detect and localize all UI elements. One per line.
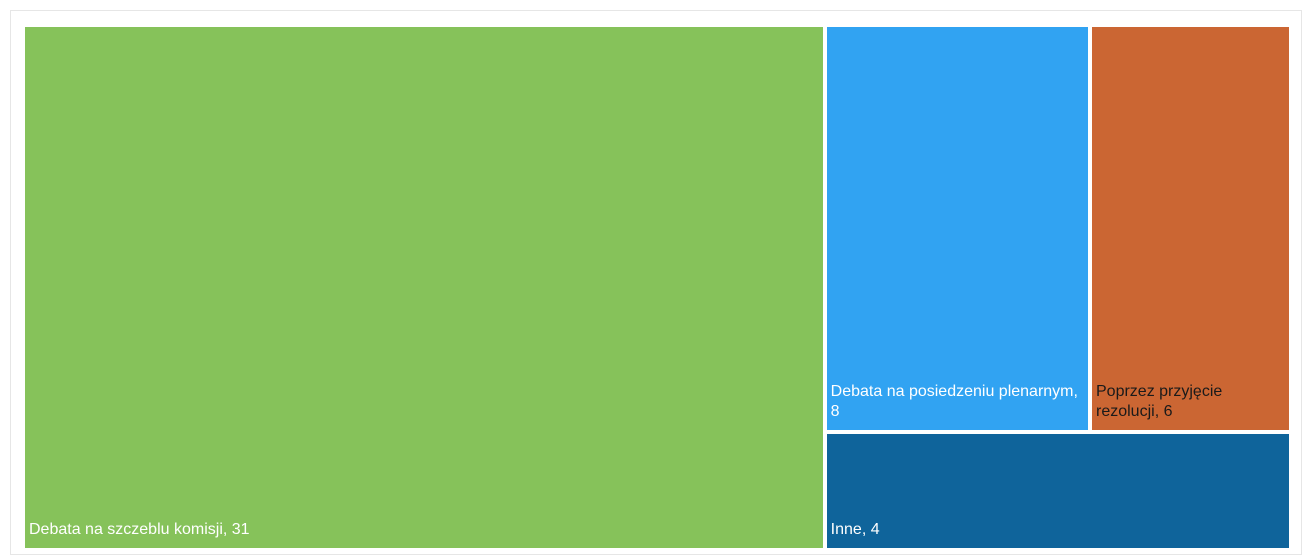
tile-label: Debata na posiedzeniu plenarnym, 8 xyxy=(830,383,1078,421)
chart-frame xyxy=(10,10,1302,555)
tile: Poprzez przyjęcie rezolucji, 6 xyxy=(1092,27,1289,431)
tile: Debata na szczeblu komisji, 31 xyxy=(25,27,823,548)
tile: Inne, 4 xyxy=(826,434,1289,548)
tile: Debata na posiedzeniu plenarnym, 8 xyxy=(826,27,1088,431)
treemap: Debata na szczeblu komisji, 31 Debata na … xyxy=(25,27,1289,548)
tile-label: Debata na szczeblu komisji, 31 xyxy=(29,521,250,538)
tile-label: Inne, 4 xyxy=(830,520,880,538)
tile-label: Poprzez przyjęcie rezolucji, 6 xyxy=(1096,383,1223,421)
